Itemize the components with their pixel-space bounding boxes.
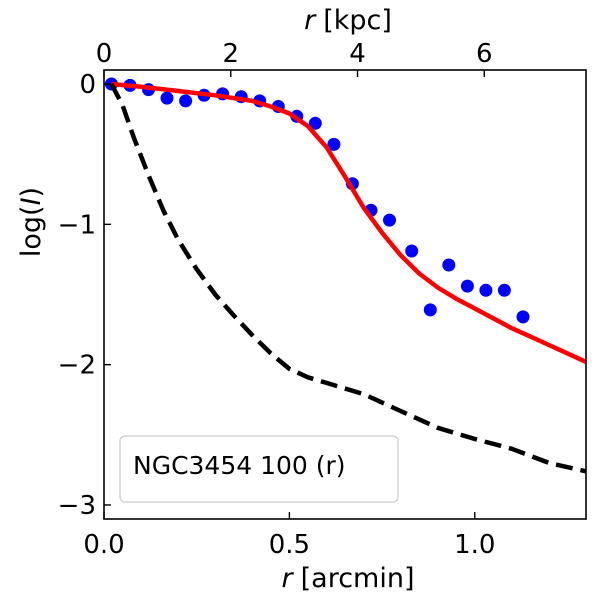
top-x-axis-label-unit: [kpc] — [323, 5, 392, 36]
model-line — [111, 81, 587, 364]
data-point — [442, 258, 456, 272]
x-tick-label: 0.5 — [269, 530, 310, 560]
top-x-axis-label-var: r — [304, 5, 317, 36]
data-point — [383, 213, 396, 227]
top-x-tick-label: 6 — [476, 39, 493, 69]
y-axis-label: log(I) — [16, 187, 47, 257]
y-tick-label: −2 — [58, 351, 96, 381]
plot-frame — [103, 69, 587, 520]
data-point — [516, 310, 530, 324]
x-axis-label-var: r — [282, 563, 295, 594]
data-point — [308, 116, 322, 130]
top-x-tick-label: 0 — [96, 39, 113, 69]
top-x-tick-label: 4 — [349, 39, 366, 69]
y-axis-label-pre: log( — [16, 205, 47, 257]
series-layer — [104, 77, 587, 474]
y-tick-label: −1 — [58, 210, 96, 240]
top-x-axis-label: r [kpc] — [304, 5, 392, 36]
y-tick-label: −3 — [58, 491, 96, 521]
x-tick-label: 0.0 — [83, 530, 124, 560]
data-point — [405, 244, 419, 258]
x-axis-label: r [arcmin] — [282, 563, 415, 594]
psf-line — [109, 82, 587, 474]
data-point — [327, 137, 341, 151]
x-tick-label: 1.0 — [454, 530, 495, 560]
data-point — [160, 91, 174, 105]
data-point — [423, 303, 437, 317]
y-axis-label-var: I — [16, 197, 47, 205]
data-point — [479, 283, 493, 297]
y-tick-label: 0 — [79, 70, 96, 100]
data-point — [497, 283, 511, 297]
axes-frame — [103, 69, 587, 520]
data-point — [179, 94, 193, 108]
x-axis-label-unit: [arcmin] — [301, 563, 415, 594]
ticks: 0.0 0.5 1.0 0 −1 −2 −3 0 2 4 6 — [58, 39, 496, 560]
legend: NGC3454 100 (r) — [119, 435, 399, 503]
legend-label: NGC3454 100 (r) — [133, 451, 346, 480]
legend-box — [119, 435, 399, 503]
data-point — [460, 279, 474, 293]
top-x-tick-label: 2 — [222, 39, 239, 69]
y-axis-label-post: ) — [16, 187, 47, 198]
